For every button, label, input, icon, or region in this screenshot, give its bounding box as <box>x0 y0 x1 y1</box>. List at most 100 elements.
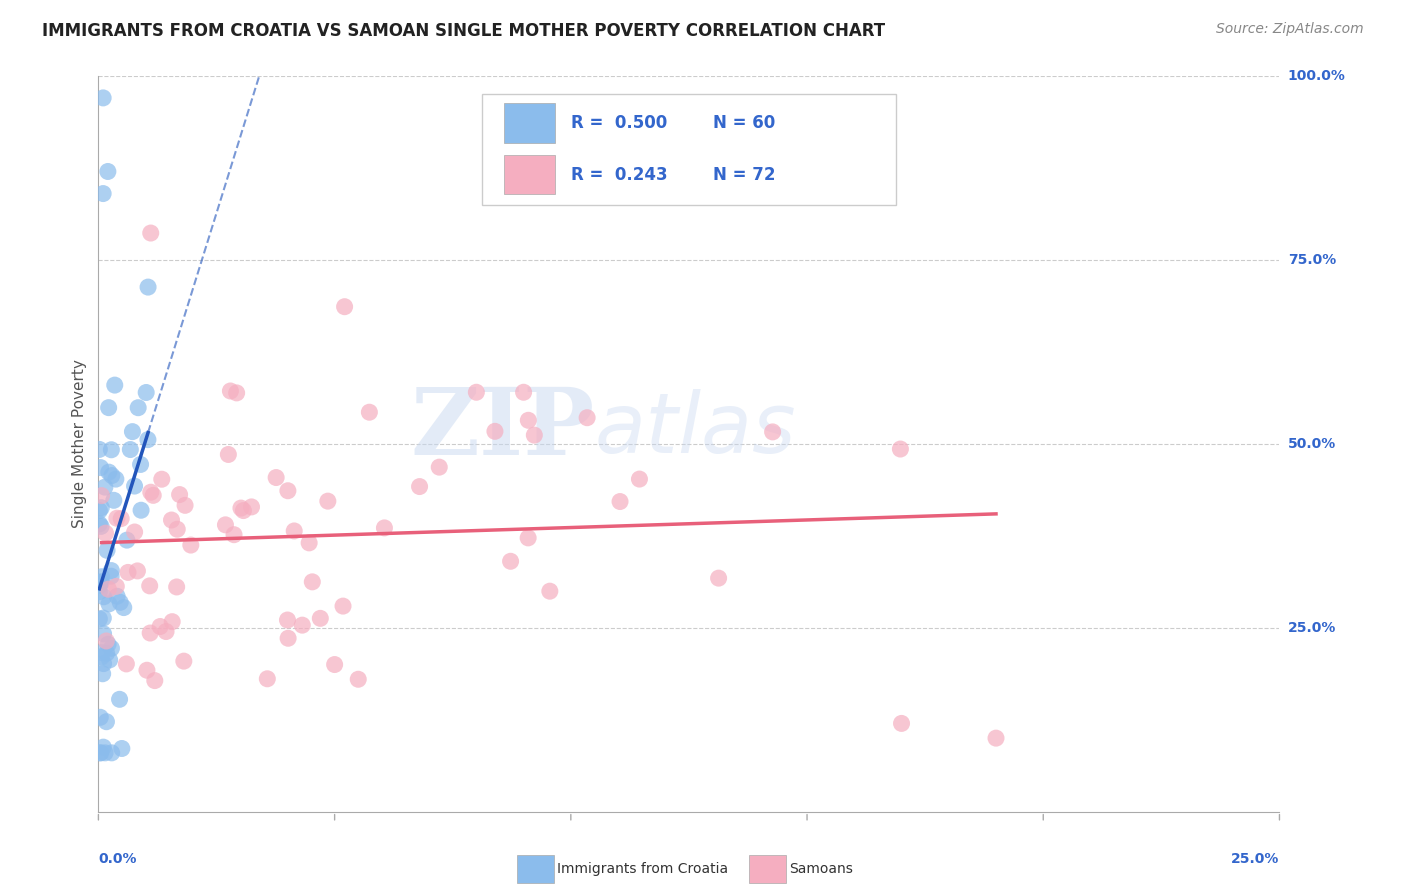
Point <box>609 494 631 508</box>
Point <box>512 385 534 400</box>
Point <box>323 657 346 672</box>
Point <box>100 569 122 583</box>
Point <box>100 746 122 760</box>
Point <box>90 460 112 475</box>
Point <box>523 428 546 442</box>
Point <box>97 597 120 611</box>
Point <box>762 425 785 439</box>
Point <box>499 554 522 568</box>
Point <box>90 519 112 533</box>
Point <box>90 489 112 503</box>
Point <box>166 522 188 536</box>
Point <box>124 524 146 539</box>
Point <box>169 487 191 501</box>
Text: 25.0%: 25.0% <box>1232 852 1279 866</box>
Point <box>225 385 247 400</box>
Point <box>110 511 132 525</box>
Point <box>373 521 395 535</box>
Point <box>139 485 162 500</box>
Point <box>276 613 298 627</box>
Point <box>129 458 152 472</box>
Point <box>97 401 120 415</box>
Point <box>100 442 122 457</box>
Point <box>347 673 370 687</box>
Point <box>93 657 115 671</box>
Point <box>89 584 111 599</box>
Point <box>91 611 114 625</box>
Point <box>110 595 132 609</box>
Text: R =  0.500: R = 0.500 <box>571 114 666 132</box>
Point <box>117 566 139 580</box>
Point <box>291 618 314 632</box>
Point <box>96 543 118 558</box>
Point <box>240 500 263 514</box>
Point <box>100 641 122 656</box>
Point <box>97 164 120 178</box>
Point <box>94 480 117 494</box>
Point <box>120 442 142 457</box>
Point <box>104 378 127 392</box>
Point <box>214 517 236 532</box>
Point <box>90 746 112 760</box>
Point <box>160 615 183 629</box>
Point <box>97 582 120 597</box>
Point <box>115 533 138 548</box>
Point <box>127 564 149 578</box>
Text: Immigrants from Croatia: Immigrants from Croatia <box>557 862 728 876</box>
Text: N = 72: N = 72 <box>713 166 775 184</box>
Point <box>136 663 159 677</box>
Point <box>135 385 157 400</box>
Point <box>91 186 114 201</box>
Point <box>628 472 651 486</box>
Point <box>298 536 321 550</box>
Point <box>277 632 299 646</box>
Point <box>256 672 278 686</box>
Point <box>129 503 152 517</box>
Point <box>89 442 111 457</box>
Text: R =  0.243: R = 0.243 <box>571 166 668 184</box>
FancyBboxPatch shape <box>482 95 896 204</box>
Point <box>332 599 354 613</box>
Point <box>136 280 159 294</box>
Point <box>90 650 112 665</box>
Text: Source: ZipAtlas.com: Source: ZipAtlas.com <box>1216 22 1364 37</box>
Point <box>277 483 299 498</box>
Point <box>94 526 117 541</box>
Point <box>283 524 305 538</box>
Point <box>111 741 134 756</box>
Point <box>105 589 128 603</box>
Point <box>90 500 112 515</box>
Point <box>301 574 323 589</box>
Text: 25.0%: 25.0% <box>1288 621 1336 635</box>
Point <box>150 472 173 486</box>
Point <box>517 531 540 545</box>
Point <box>91 91 114 105</box>
Point <box>96 634 118 648</box>
Text: ZIP: ZIP <box>411 384 595 474</box>
Point <box>90 570 112 584</box>
Point <box>333 300 356 314</box>
FancyBboxPatch shape <box>503 103 555 143</box>
Text: 50.0%: 50.0% <box>1288 437 1336 450</box>
Point <box>229 501 252 516</box>
Point <box>108 692 131 706</box>
Point <box>136 433 159 447</box>
Point <box>143 673 166 688</box>
Point <box>149 619 172 633</box>
Point <box>97 465 120 479</box>
Point <box>576 410 599 425</box>
Point <box>427 460 450 475</box>
Point <box>89 612 111 626</box>
Point <box>93 627 115 641</box>
Y-axis label: Single Mother Poverty: Single Mother Poverty <box>72 359 87 528</box>
Point <box>889 442 911 456</box>
Point <box>124 479 146 493</box>
Point <box>127 401 149 415</box>
Point <box>93 590 115 604</box>
Point <box>94 746 117 760</box>
Point <box>90 574 112 589</box>
Point <box>101 468 124 483</box>
Point <box>115 657 138 671</box>
Point <box>316 494 339 508</box>
Point <box>174 499 197 513</box>
